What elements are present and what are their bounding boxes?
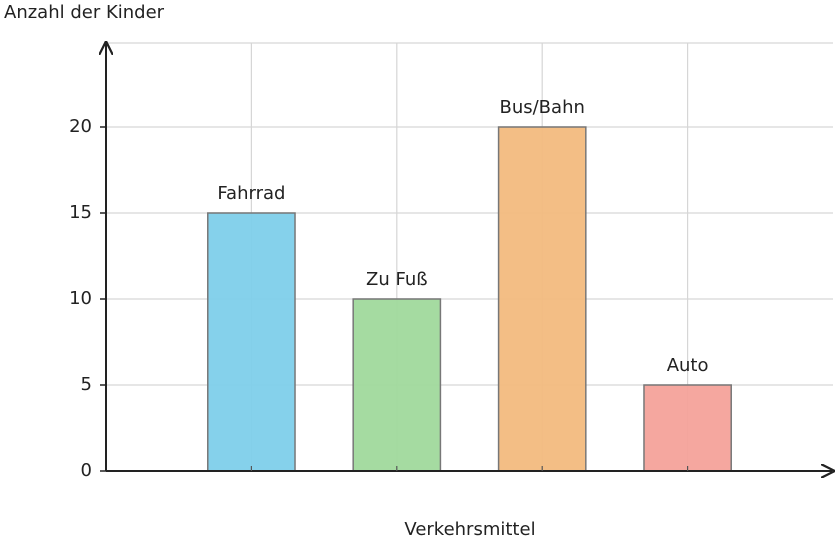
bar: [643, 384, 732, 472]
bar: [207, 212, 296, 472]
bar-label: Bus/Bahn: [499, 97, 584, 118]
y-tick-label: 0: [81, 460, 92, 481]
y-tick-label: 5: [81, 374, 92, 395]
bars: [207, 126, 732, 472]
y-tick-label: 15: [69, 202, 92, 223]
bar-label: Auto: [667, 355, 709, 376]
bar-label: Zu Fuß: [366, 269, 428, 290]
bar: [497, 126, 587, 472]
y-tick-label: 20: [69, 116, 92, 137]
x-axis-label: Verkehrsmittel: [404, 519, 535, 540]
bar: [352, 298, 442, 472]
bar-label: Fahrrad: [217, 183, 285, 204]
y-axis-label: Anzahl der Kinder: [4, 2, 165, 23]
y-tick-label: 10: [69, 288, 92, 309]
